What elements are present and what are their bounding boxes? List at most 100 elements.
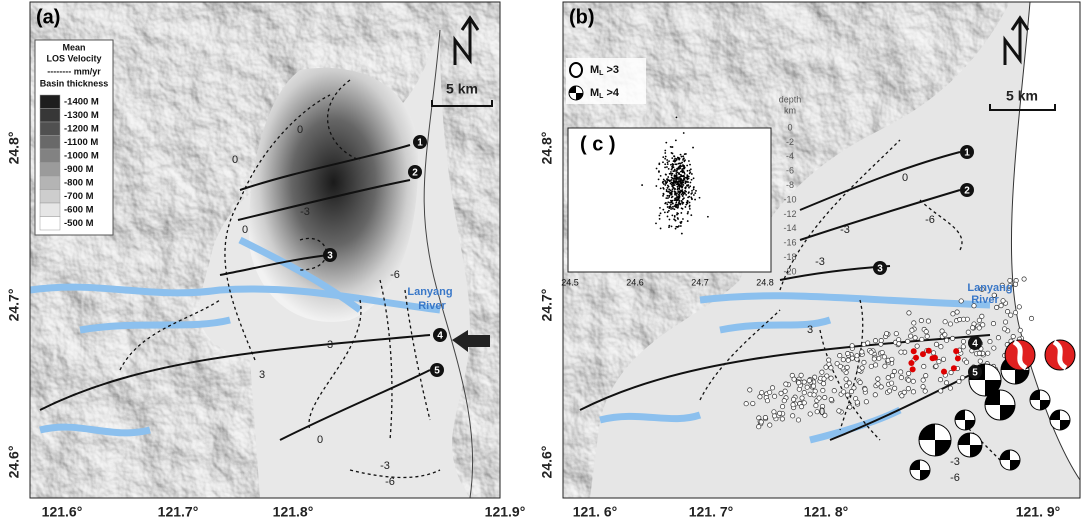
legend-level: -700 M xyxy=(64,191,94,202)
inset-point xyxy=(687,203,689,205)
quake xyxy=(981,323,985,327)
x-tick-label: 121.8° xyxy=(273,504,314,520)
quake xyxy=(899,350,903,354)
legend-title: Mean xyxy=(62,42,85,52)
inset-point xyxy=(677,217,679,219)
quake xyxy=(920,337,924,341)
quake xyxy=(800,396,804,400)
quake xyxy=(884,331,888,335)
inset-y-tick: -6 xyxy=(786,166,794,176)
body: {"panels":[ {"label":"(a)","x_ticks":["1… xyxy=(0,0,1088,531)
inset-point xyxy=(660,175,662,177)
quake xyxy=(934,364,938,368)
quake xyxy=(883,364,887,368)
quake xyxy=(814,403,818,407)
quake xyxy=(790,414,794,418)
inset-point xyxy=(672,173,674,175)
legend-symbol xyxy=(570,63,582,77)
quake xyxy=(799,373,803,377)
inset-point xyxy=(680,185,682,187)
quake xyxy=(921,384,925,388)
inset-point xyxy=(666,195,668,197)
inset-point xyxy=(670,173,672,175)
inset-point xyxy=(686,185,688,187)
inset-point xyxy=(662,209,664,211)
quake xyxy=(796,418,800,422)
inset-y-tick: -8 xyxy=(786,180,794,190)
inset-point xyxy=(665,156,667,158)
inset-point xyxy=(677,226,679,228)
inset-point xyxy=(683,192,685,194)
inset-point xyxy=(678,173,680,175)
inset-y-tick: 0 xyxy=(787,122,792,132)
quake xyxy=(880,350,884,354)
inset-point xyxy=(679,192,681,194)
inset-point xyxy=(690,196,692,198)
inset-point xyxy=(675,202,677,204)
quake xyxy=(768,423,772,427)
quake xyxy=(898,370,902,374)
quake xyxy=(767,390,771,394)
quake xyxy=(889,381,893,385)
quake xyxy=(944,381,948,385)
inset-point xyxy=(673,178,675,180)
quake xyxy=(873,393,877,397)
inset-point xyxy=(683,193,685,195)
inset-point xyxy=(686,165,688,167)
legend-swatch xyxy=(40,190,60,204)
inset-point xyxy=(678,168,680,170)
inset-point xyxy=(681,168,683,170)
inset-point xyxy=(667,216,669,218)
inset-point xyxy=(672,164,674,166)
legend-entry: ML >4 xyxy=(590,87,620,100)
inset-point xyxy=(667,206,669,208)
inset-point xyxy=(675,176,677,178)
contour-label: -6 xyxy=(385,476,395,488)
inset-point xyxy=(683,168,685,170)
quake xyxy=(910,328,914,332)
inset-point xyxy=(681,233,683,235)
quake xyxy=(846,358,850,362)
quake xyxy=(863,387,867,391)
inset-point xyxy=(664,163,666,165)
quake xyxy=(999,303,1003,307)
inset-point xyxy=(688,160,690,162)
inset-point xyxy=(667,185,669,187)
inset-point xyxy=(655,222,657,224)
inset-point xyxy=(683,158,685,160)
inset-point xyxy=(672,186,674,188)
inset-point xyxy=(693,186,695,188)
inset-point xyxy=(665,202,667,204)
quake xyxy=(869,364,873,368)
inset-point xyxy=(676,159,678,161)
inset-x-tick: 24.6 xyxy=(626,277,644,287)
inset-point xyxy=(690,214,692,216)
contour-label: -3 xyxy=(380,460,390,472)
inset-point xyxy=(692,147,694,149)
quake xyxy=(758,395,762,399)
x-tick-label: 121. 6° xyxy=(573,504,618,520)
quake xyxy=(822,377,826,381)
quake-red xyxy=(951,365,957,371)
inset-point xyxy=(670,208,672,210)
quake xyxy=(961,339,965,343)
inset-point xyxy=(674,169,676,171)
legend-line: -------- mm/yr xyxy=(47,66,101,76)
inset-point xyxy=(674,208,676,210)
legend-entry: ML >3 xyxy=(590,64,619,77)
inset-point xyxy=(667,211,669,213)
inset-point xyxy=(664,184,666,186)
inset-point xyxy=(689,171,691,173)
quake xyxy=(862,360,866,364)
inset-point xyxy=(685,206,687,208)
inset-point xyxy=(671,157,673,159)
inset-point xyxy=(675,172,677,174)
quake-red xyxy=(930,355,936,361)
inset-point xyxy=(684,182,686,184)
quake xyxy=(943,320,947,324)
quake xyxy=(912,321,916,325)
quake xyxy=(844,377,848,381)
fault-number: 4 xyxy=(437,331,443,342)
inset-point xyxy=(678,190,680,192)
contour-label: 3 xyxy=(807,324,813,336)
